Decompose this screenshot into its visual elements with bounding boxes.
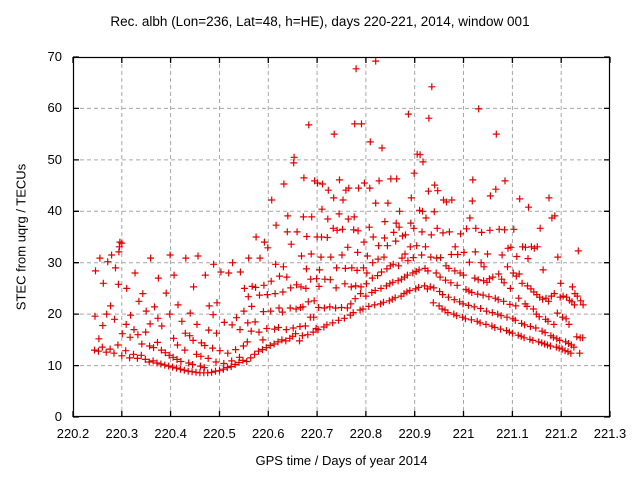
x-tick-label: 220.9 bbox=[398, 426, 431, 441]
y-tick-label: 30 bbox=[47, 254, 62, 270]
y-tick-label: 50 bbox=[47, 151, 62, 167]
x-tick-label: 220.8 bbox=[349, 426, 383, 441]
x-axis-title: GPS time / Days of year 2014 bbox=[255, 453, 428, 468]
grid-lines bbox=[73, 57, 610, 417]
x-tick-label: 221.3 bbox=[593, 426, 627, 441]
y-tick-label: 60 bbox=[47, 100, 62, 116]
x-tick-label: 220.2 bbox=[56, 426, 90, 441]
y-axis-title: STEC from uqrg / TECUs bbox=[13, 163, 29, 311]
plot-area bbox=[72, 56, 611, 418]
x-tick-label: 221.1 bbox=[496, 426, 529, 441]
y-tick-label: 0 bbox=[54, 409, 62, 424]
chart-title: Rec. albh (Lon=236, Lat=48, h=HE), days … bbox=[110, 14, 530, 29]
y-tick-label: 10 bbox=[47, 357, 62, 373]
x-tick-label: 220.5 bbox=[203, 426, 236, 441]
x-tick-label: 221 bbox=[452, 426, 475, 441]
plot-border bbox=[72, 56, 611, 418]
x-tick-label: 220.4 bbox=[154, 426, 187, 441]
y-tick-label: 70 bbox=[47, 49, 62, 64]
x-tick-label: 220.7 bbox=[300, 426, 334, 441]
y-tick-label: 40 bbox=[47, 203, 62, 219]
x-tick-label: 220.3 bbox=[105, 426, 139, 441]
x-tick-label: 221.2 bbox=[544, 426, 578, 441]
data-point-markers bbox=[91, 57, 587, 377]
scatter-canvas bbox=[72, 56, 611, 418]
x-tick-label: 220.6 bbox=[251, 426, 285, 441]
y-tick-label: 20 bbox=[47, 306, 62, 322]
